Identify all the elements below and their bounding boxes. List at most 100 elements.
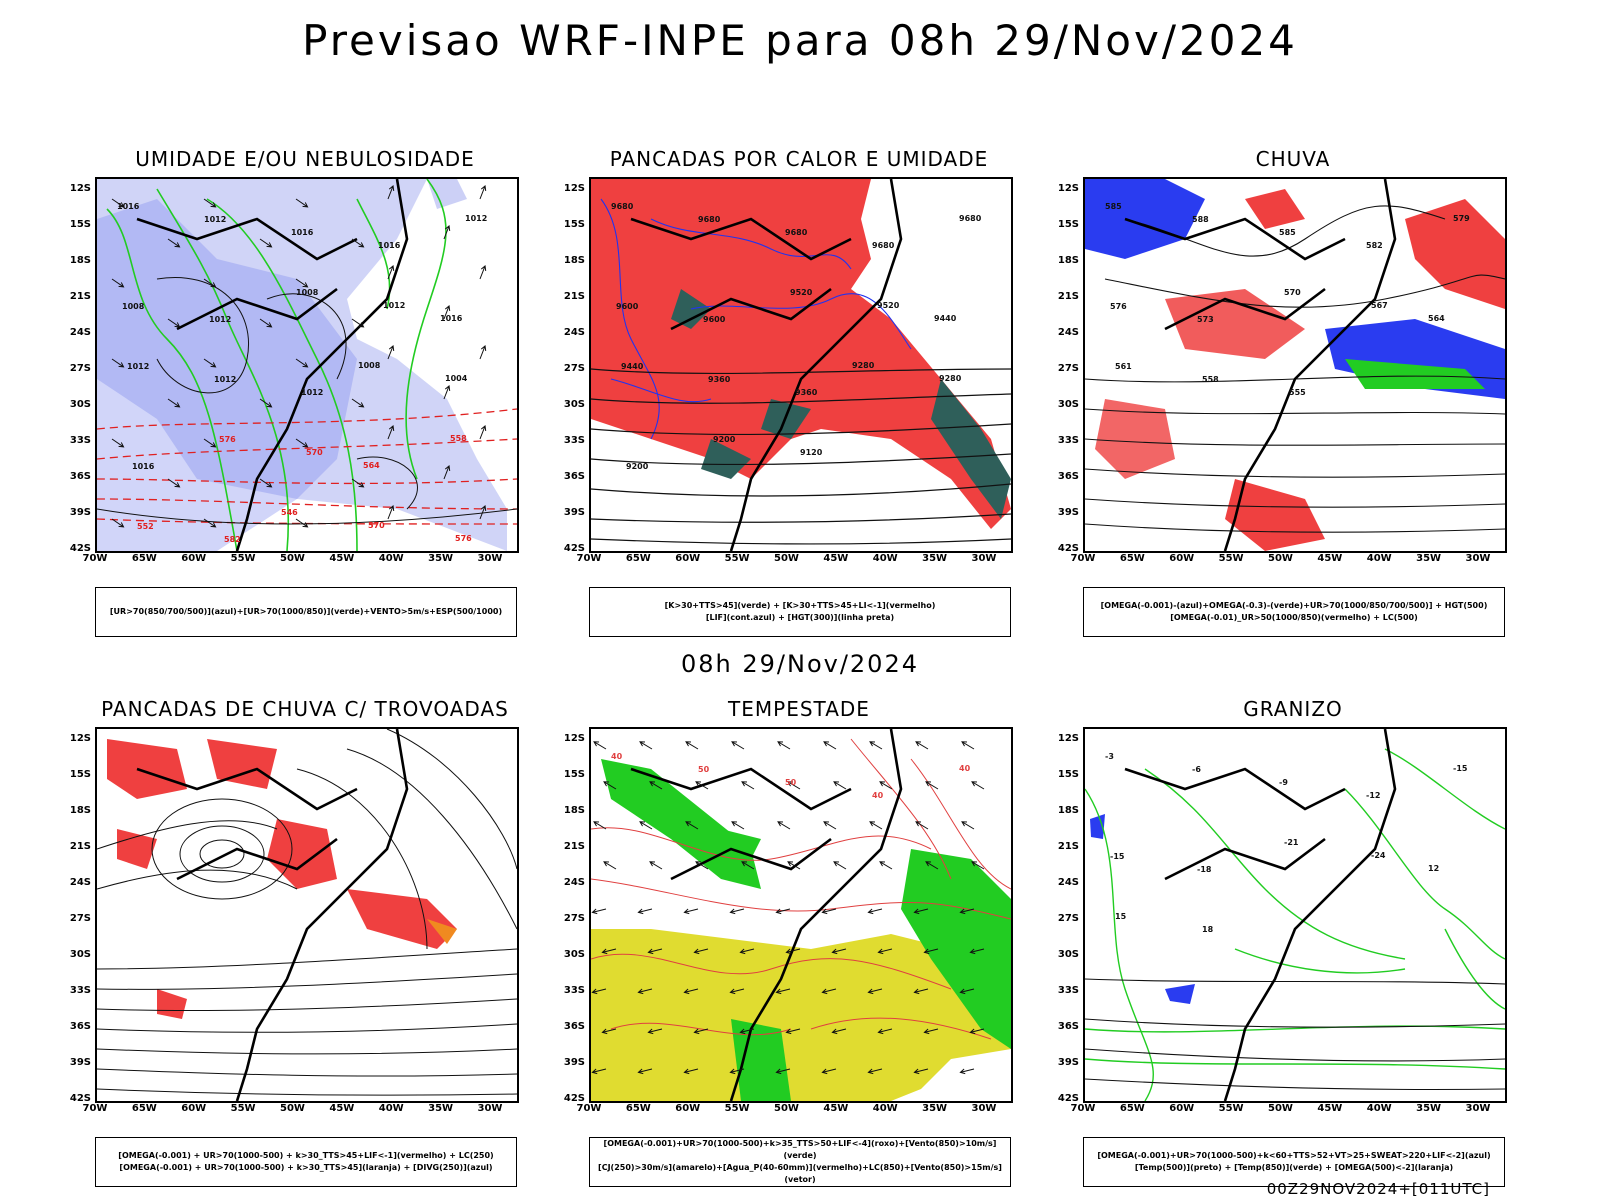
legend-chuva: [OMEGA(-0.001)-(azul)+OMEGA(-0.3)-(verde… [1083, 587, 1505, 637]
lat-tick-label: 18S [1057, 255, 1079, 266]
lat-tick-label: 30S [69, 949, 91, 960]
wind-vector-arrow [695, 861, 709, 870]
lon-tick-label: 30W [477, 1103, 503, 1114]
wind-vector-arrow [647, 1028, 663, 1035]
legend-pancadas-calor: [K>30+TTS>45](verde) + [K>30+TTS>45+LI<-… [589, 587, 1011, 637]
lat-tick-label: 33S [563, 435, 585, 446]
wind-vector-arrow [295, 198, 309, 208]
lon-tick-label: 70W [576, 553, 602, 564]
contour-value-label: 1004 [445, 374, 468, 383]
lat-tick-label: 15S [1057, 769, 1079, 780]
map-svg-tempestade: 40 50 50 40 40 [591, 729, 1011, 1101]
wind-vector-arrow [867, 908, 883, 915]
wind-vector-arrow [639, 741, 653, 750]
lat-tick-label: 33S [69, 435, 91, 446]
panel-umidade: UMIDADE E/OU NEBULOSIDADE [55, 147, 545, 647]
lon-tick-label: 55W [230, 553, 256, 564]
wind-vector-arrow [167, 398, 181, 408]
panel-chuva: CHUVA [1043, 147, 1533, 647]
wind-vector-arrow [479, 344, 487, 360]
contour-value-label: 9360 [708, 375, 731, 384]
wind-vector-arrow [685, 821, 699, 830]
wind-vector-arrow [821, 988, 837, 995]
lat-tick-label: 21S [1057, 291, 1079, 302]
wind-vector-arrow [785, 1028, 801, 1035]
wind-vector-arrow [295, 438, 309, 448]
lat-tick-label: 24S [1057, 877, 1079, 888]
contour-value-label: 1012 [383, 301, 405, 310]
wind-vector-arrow [203, 518, 217, 528]
wind-vector-arrow [831, 948, 847, 955]
contour-value-label: 1016 [132, 462, 155, 471]
wind-vector-arrow [603, 861, 617, 870]
contour-value-label: -18 [1197, 865, 1212, 874]
lat-tick-label: 30S [69, 399, 91, 410]
wind-vector-arrow [591, 908, 607, 915]
lon-tick-label: 60W [1169, 553, 1195, 564]
wind-vector-arrow [259, 478, 273, 488]
wind-vector-arrow [969, 948, 985, 955]
lon-tick-label: 65W [1119, 1103, 1145, 1114]
contour-value-label: 570 [306, 448, 323, 457]
wind-vector-arrow [593, 741, 607, 750]
lat-tick-label: 39S [69, 507, 91, 518]
wind-vector-arrow [925, 861, 939, 870]
lat-tick-label: 39S [1057, 1057, 1079, 1068]
contour-value-label: -24 [1371, 851, 1386, 860]
wind-vector-arrow [693, 1028, 709, 1035]
contour-value-label: 9360 [795, 388, 818, 397]
contour-value-label: 576 [219, 435, 236, 444]
wind-vector-arrow [111, 278, 125, 288]
contour-value-label: 1016 [378, 241, 401, 250]
lon-tick-label: 35W [1416, 553, 1442, 564]
wind-vector-arrow [915, 741, 929, 750]
contour-value-label: 576 [455, 534, 472, 543]
lat-tick-label: 30S [1057, 949, 1079, 960]
contour-value-label: 582 [224, 535, 241, 544]
wind-vector-arrow [637, 908, 653, 915]
contour-value-label: 1008 [296, 288, 319, 297]
lat-tick-label: 36S [563, 1021, 585, 1032]
wind-vector-arrow [787, 861, 801, 870]
lat-tick-label: 18S [563, 805, 585, 816]
wind-vector-arrow [731, 741, 745, 750]
lat-tick-label: 27S [1057, 913, 1079, 924]
contour-value-label: 15 [1115, 912, 1127, 921]
lat-tick-label: 12S [563, 733, 585, 744]
lat-tick-label: 42S [69, 1093, 91, 1104]
lon-tick-label: 45W [329, 553, 355, 564]
lon-tick-label: 65W [131, 553, 157, 564]
lat-tick-label: 33S [563, 985, 585, 996]
lat-tick-label: 24S [563, 327, 585, 338]
lon-tick-label: 35W [428, 553, 454, 564]
lat-tick-label: 33S [1057, 985, 1079, 996]
lon-tick-label: 50W [774, 1103, 799, 1114]
wind-vector-arrow [775, 908, 791, 915]
wind-vector-arrow [879, 781, 893, 790]
contour-value-label: 1012 [204, 215, 226, 224]
lat-tick-label: 33S [1057, 435, 1079, 446]
contour-value-label: 552 [137, 522, 154, 531]
wind-vector-arrow [961, 741, 975, 750]
lon-tick-label: 40W [378, 553, 404, 564]
lat-tick-label: 33S [69, 985, 91, 996]
lat-tick-label: 27S [69, 363, 91, 374]
wind-vector-arrow [683, 1068, 699, 1075]
lon-tick-label: 40W [1366, 553, 1392, 564]
legend-umidade: [UR>70(850/700/500)](azul)+[UR>70(1000/8… [95, 587, 517, 637]
lon-tick-label: 45W [823, 1103, 849, 1114]
contour-value-label: 585 [1105, 202, 1122, 211]
contour-value-label: -6 [1192, 765, 1201, 774]
panel-title: TEMPESTADE [728, 697, 870, 721]
panel-trovoadas: PANCADAS DE CHUVA C/ TROVOADAS [55, 697, 545, 1197]
wind-vector-arrow [479, 264, 487, 280]
contour-value-label: 40 [611, 752, 623, 761]
panel-pancadas-calor: PANCADAS POR CALOR E UMIDADE [549, 147, 1039, 647]
lon-tick-label: 50W [1268, 553, 1293, 564]
map-umidade: 1016 1012 1016 1016 1012 1008 1012 1008 1012 1016… [95, 177, 519, 553]
map-pancadas-calor: 9680 9680 9680 9680 9680 9600 9600 9520 9520 9440… [589, 177, 1013, 553]
wind-vector-arrow [295, 278, 309, 288]
contour-value-label: 9280 [852, 361, 875, 370]
lon-tick-label: 60W [675, 1103, 701, 1114]
wind-vector-arrow [959, 908, 975, 915]
